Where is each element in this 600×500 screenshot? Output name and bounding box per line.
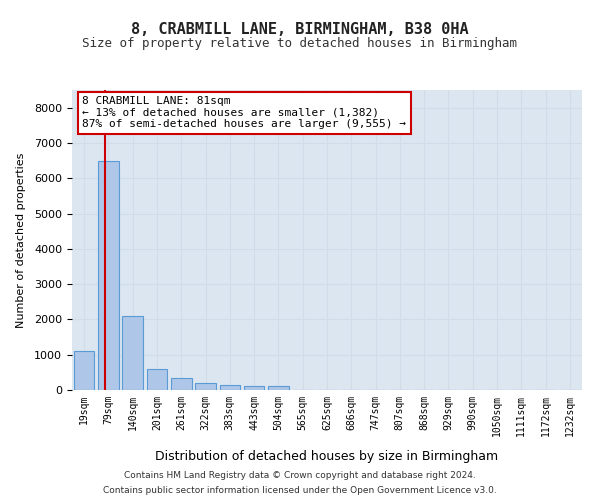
Text: Size of property relative to detached houses in Birmingham: Size of property relative to detached ho… <box>83 38 517 51</box>
Bar <box>122 316 143 390</box>
Text: Contains HM Land Registry data © Crown copyright and database right 2024.: Contains HM Land Registry data © Crown c… <box>124 471 476 480</box>
Bar <box>98 160 119 390</box>
Bar <box>244 386 265 390</box>
Text: 8, CRABMILL LANE, BIRMINGHAM, B38 0HA: 8, CRABMILL LANE, BIRMINGHAM, B38 0HA <box>131 22 469 38</box>
Bar <box>146 369 167 390</box>
Bar <box>195 383 216 390</box>
Bar <box>171 378 191 390</box>
Bar <box>74 351 94 390</box>
Y-axis label: Number of detached properties: Number of detached properties <box>16 152 26 328</box>
Bar <box>268 386 289 390</box>
Text: Contains public sector information licensed under the Open Government Licence v3: Contains public sector information licen… <box>103 486 497 495</box>
X-axis label: Distribution of detached houses by size in Birmingham: Distribution of detached houses by size … <box>155 450 499 463</box>
Text: 8 CRABMILL LANE: 81sqm
← 13% of detached houses are smaller (1,382)
87% of semi-: 8 CRABMILL LANE: 81sqm ← 13% of detached… <box>82 96 406 129</box>
Bar <box>220 384 240 390</box>
